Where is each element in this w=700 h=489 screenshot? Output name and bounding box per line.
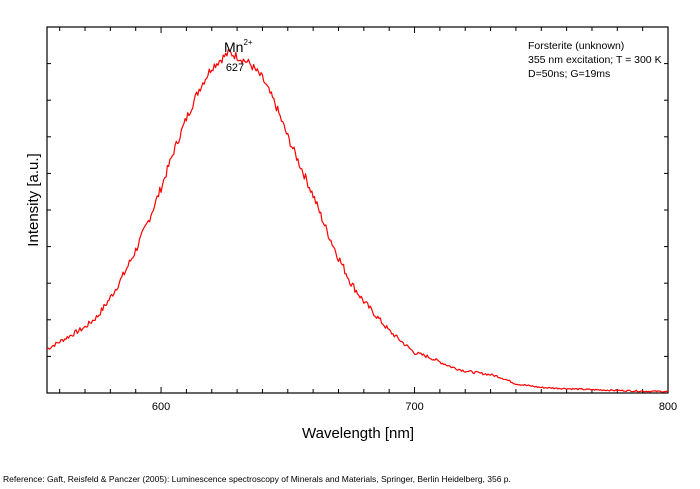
legend: Forsterite (unknown) 355 nm excitation; … [528,40,662,80]
legend-line-3: D=50ns; G=19ms [528,68,610,80]
x-tick-label: 700 [405,401,423,413]
y-axis-label: Intensity [a.u.] [25,153,42,246]
legend-line-1: Forsterite (unknown) [528,40,624,52]
x-tick-label: 800 [659,401,677,413]
plot-frame [46,26,669,394]
reference-footer: Reference: Gaft, Reisfeld & Panczer (200… [3,474,511,484]
x-axis-label: Wavelength [nm] [302,425,414,442]
x-tick-label: 600 [152,401,170,413]
ion-annotation: Mn2+ [224,38,253,55]
legend-line-2: 355 nm excitation; T = 300 K [528,54,662,66]
ion-charge: 2+ [243,38,252,47]
emission-spectrum-line [46,49,669,393]
x-tick-labels: 600 700 800 [152,401,677,413]
tick-marks [47,27,669,393]
ion-base: Mn [224,39,243,55]
peak-label: 627 [226,62,244,74]
